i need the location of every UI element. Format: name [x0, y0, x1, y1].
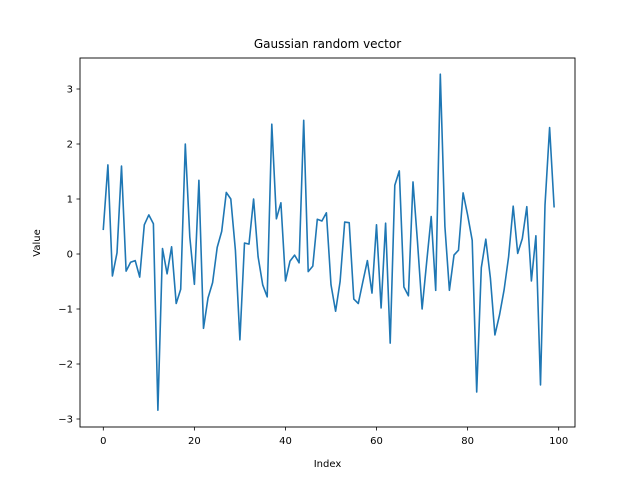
y-tick-label: 3 [67, 85, 73, 96]
x-tick-label: 40 [279, 436, 292, 447]
y-tick-label: −2 [58, 360, 73, 371]
x-tick-label: 20 [188, 436, 201, 447]
x-tick-label: 60 [370, 436, 383, 447]
chart-title: Gaussian random vector [254, 37, 401, 51]
y-tick-label: 2 [67, 140, 73, 151]
y-tick-label: 1 [67, 195, 73, 206]
y-axis: −3 −2 −1 0 1 2 3 [58, 85, 80, 426]
data-series-line [102, 73, 555, 412]
x-axis: 0 20 40 60 80 100 [100, 427, 568, 447]
axes-frame [79, 57, 576, 428]
y-tick-label: −1 [58, 305, 73, 316]
y-tick-label: −3 [58, 415, 73, 426]
x-axis-label: Index [314, 459, 342, 470]
x-tick-label: 80 [461, 436, 474, 447]
x-tick-label: 0 [100, 436, 106, 447]
y-axis-label: Value [32, 229, 43, 256]
x-tick-label: 100 [549, 436, 568, 447]
y-tick-label: 0 [67, 250, 73, 261]
plot-area [102, 73, 555, 412]
